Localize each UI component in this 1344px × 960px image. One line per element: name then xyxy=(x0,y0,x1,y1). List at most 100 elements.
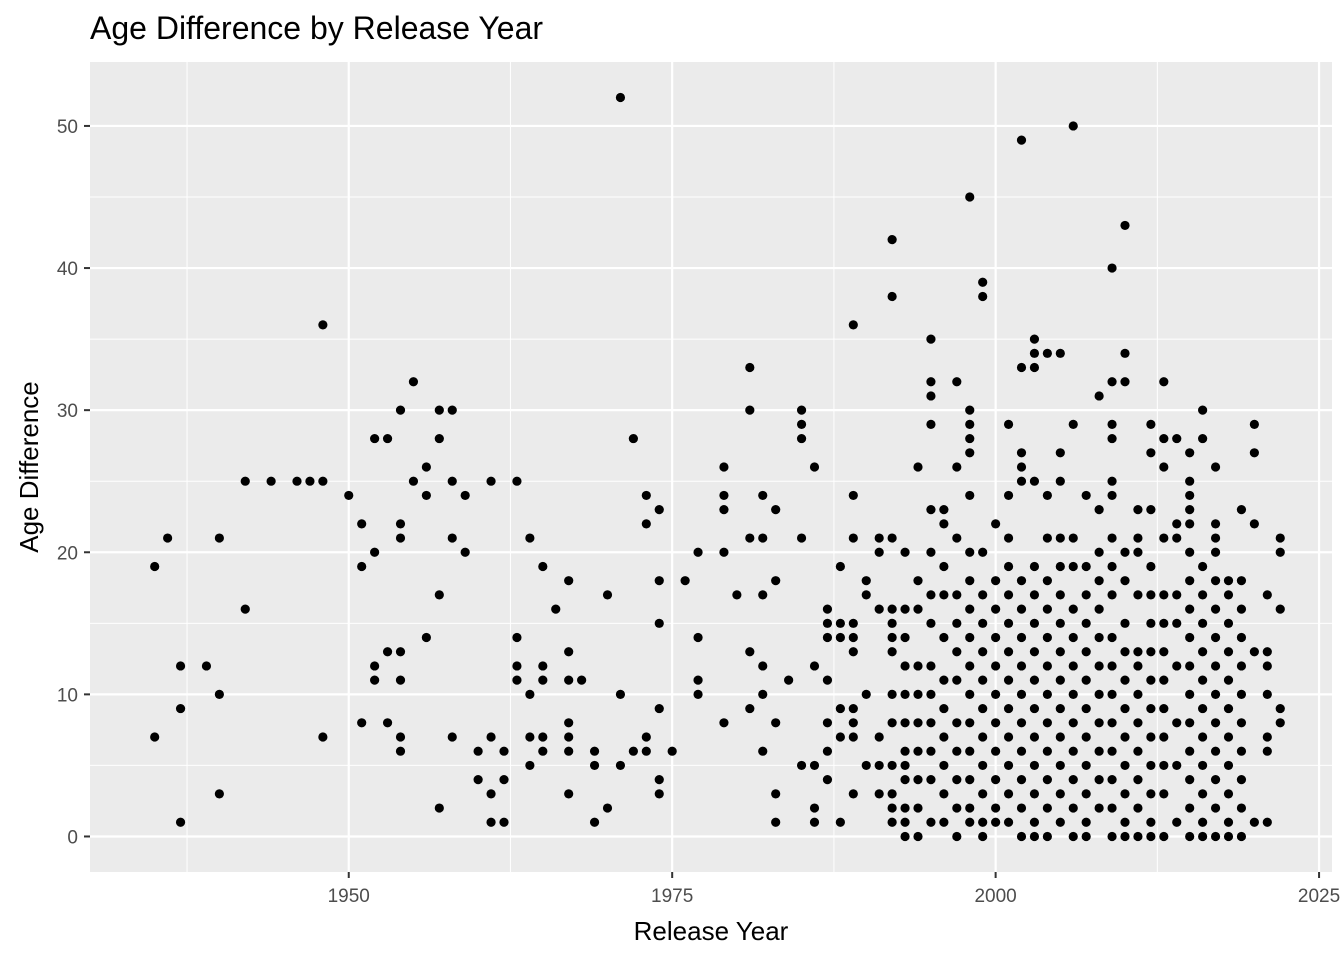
data-point xyxy=(822,718,833,728)
data-point xyxy=(978,291,988,302)
data-point xyxy=(421,632,431,643)
data-point xyxy=(434,433,444,444)
data-point xyxy=(1223,675,1234,685)
data-point xyxy=(758,746,768,756)
data-point xyxy=(965,689,975,699)
data-point xyxy=(1120,732,1130,742)
data-point xyxy=(641,732,651,742)
data-point xyxy=(965,817,975,827)
data-point xyxy=(1081,675,1091,685)
data-point xyxy=(965,192,975,202)
data-point xyxy=(499,775,509,785)
data-point xyxy=(1107,263,1117,273)
data-point xyxy=(1003,647,1014,657)
data-point xyxy=(1172,533,1182,543)
data-point xyxy=(991,718,1001,728)
x-tick-label: 2025 xyxy=(1298,886,1340,907)
data-point xyxy=(589,746,600,756)
data-point xyxy=(1146,618,1156,628)
data-point xyxy=(1198,647,1208,657)
data-point xyxy=(654,775,664,785)
data-point xyxy=(719,462,729,472)
data-point xyxy=(357,718,367,728)
data-point xyxy=(1185,775,1195,785)
data-point xyxy=(1159,433,1169,444)
data-point xyxy=(991,632,1001,643)
data-point xyxy=(641,490,651,501)
data-point xyxy=(538,746,548,756)
data-point xyxy=(1159,618,1169,628)
data-point xyxy=(1068,746,1078,756)
data-point xyxy=(809,462,820,472)
data-point xyxy=(654,505,664,515)
data-point xyxy=(952,831,962,842)
data-point xyxy=(1120,675,1130,685)
data-point xyxy=(900,817,910,827)
data-point xyxy=(693,632,703,643)
data-point xyxy=(848,533,858,543)
data-point xyxy=(887,689,897,699)
data-point xyxy=(1210,746,1221,756)
data-point xyxy=(1042,661,1052,671)
data-point xyxy=(991,775,1001,785)
data-point xyxy=(1236,746,1247,756)
data-point xyxy=(939,632,949,643)
data-point xyxy=(1016,362,1027,373)
data-point xyxy=(978,831,988,842)
data-point xyxy=(1094,391,1104,401)
data-point xyxy=(512,675,522,685)
data-point xyxy=(447,476,457,486)
data-point xyxy=(1159,675,1169,685)
data-point xyxy=(1146,817,1156,827)
data-point xyxy=(978,703,988,714)
data-point xyxy=(408,377,419,387)
data-point xyxy=(1003,789,1014,799)
data-point xyxy=(1107,433,1117,444)
data-point xyxy=(1042,632,1052,643)
data-point xyxy=(577,675,587,685)
data-point xyxy=(538,561,548,572)
data-point xyxy=(1159,760,1169,771)
data-point xyxy=(1172,618,1182,628)
data-point xyxy=(395,519,406,529)
data-point xyxy=(1107,661,1117,671)
data-point xyxy=(1198,760,1208,771)
data-point xyxy=(1120,831,1130,842)
data-point xyxy=(447,405,457,415)
data-point xyxy=(1016,604,1027,614)
data-point xyxy=(900,718,910,728)
data-point xyxy=(1262,817,1272,827)
data-point xyxy=(1042,689,1052,699)
data-point xyxy=(1198,675,1208,685)
data-point xyxy=(926,689,936,699)
data-point xyxy=(1198,405,1208,415)
data-point xyxy=(538,732,548,742)
data-point xyxy=(1159,647,1169,657)
data-point xyxy=(991,604,1001,614)
data-point xyxy=(887,789,897,799)
data-point xyxy=(887,235,897,245)
data-point xyxy=(939,675,949,685)
data-point xyxy=(887,604,897,614)
data-point xyxy=(978,618,988,628)
data-point xyxy=(1275,533,1285,543)
data-point xyxy=(1185,718,1195,728)
data-point xyxy=(512,661,522,671)
data-point xyxy=(952,775,962,785)
data-point xyxy=(1029,561,1040,572)
data-point xyxy=(1120,377,1130,387)
data-point xyxy=(1094,505,1104,515)
data-point xyxy=(1042,718,1052,728)
data-point xyxy=(1146,419,1156,429)
data-point xyxy=(447,732,457,742)
data-point xyxy=(1185,519,1195,529)
data-point xyxy=(1236,661,1247,671)
data-point xyxy=(357,519,367,529)
data-point xyxy=(861,590,871,600)
data-point xyxy=(1159,377,1169,387)
data-point xyxy=(1055,647,1065,657)
data-point xyxy=(1185,831,1195,842)
data-point xyxy=(1185,505,1195,515)
data-point xyxy=(1003,703,1014,714)
data-point xyxy=(1223,703,1234,714)
